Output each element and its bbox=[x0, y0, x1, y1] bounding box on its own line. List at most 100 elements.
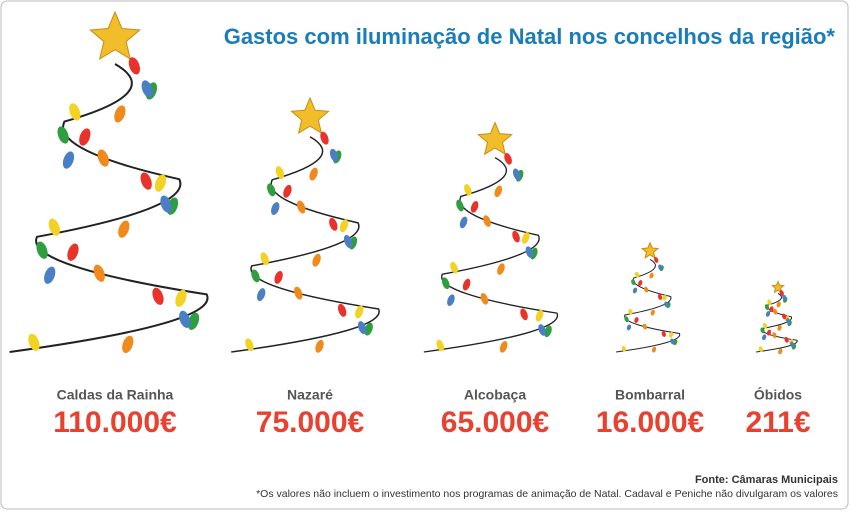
tree bbox=[616, 241, 681, 353]
bulb bbox=[48, 218, 60, 236]
bulb bbox=[251, 269, 260, 283]
bulb bbox=[650, 309, 655, 316]
bulb bbox=[79, 128, 91, 146]
tree bbox=[756, 280, 798, 355]
bulb bbox=[631, 279, 636, 286]
bulb bbox=[114, 105, 126, 123]
bulb bbox=[312, 253, 321, 267]
wire bbox=[423, 156, 559, 353]
bulb bbox=[28, 333, 40, 351]
footnote: *Os valores não incluem o investimento n… bbox=[256, 488, 838, 500]
bulb bbox=[494, 185, 503, 198]
bulb bbox=[782, 294, 787, 301]
star bbox=[771, 280, 785, 294]
bulb bbox=[512, 168, 521, 181]
bulb bbox=[776, 301, 781, 308]
star bbox=[477, 121, 513, 156]
bulb bbox=[456, 199, 464, 212]
chart-title: Gastos com iluminação de Natal nos conce… bbox=[224, 24, 836, 49]
bulb bbox=[62, 151, 75, 169]
bulb bbox=[93, 264, 105, 282]
bulb bbox=[141, 80, 153, 98]
star bbox=[640, 241, 660, 259]
bulb bbox=[765, 310, 771, 317]
bulb bbox=[657, 294, 663, 300]
value-label: 75.000€ bbox=[256, 406, 365, 439]
category-label: Bombarral bbox=[615, 387, 685, 403]
bulb bbox=[661, 331, 666, 337]
bulb bbox=[140, 172, 152, 190]
bulb bbox=[122, 335, 134, 353]
bulb bbox=[337, 303, 347, 317]
bulb bbox=[260, 252, 269, 266]
bulb bbox=[778, 348, 783, 355]
bulb bbox=[67, 243, 79, 261]
bulb bbox=[782, 313, 787, 320]
bulb bbox=[499, 341, 508, 353]
tree bbox=[231, 96, 380, 353]
bulb bbox=[634, 271, 640, 278]
bulb bbox=[275, 166, 285, 180]
bulb bbox=[357, 321, 367, 335]
bulb bbox=[160, 195, 172, 213]
bulb bbox=[626, 324, 632, 331]
bulb bbox=[766, 329, 772, 336]
bulb bbox=[649, 272, 654, 279]
category-label: Alcobaça bbox=[464, 387, 526, 403]
bulb bbox=[628, 308, 633, 315]
bulb bbox=[179, 310, 191, 328]
bulb bbox=[779, 290, 784, 296]
bulb bbox=[267, 183, 276, 197]
wire bbox=[231, 136, 380, 353]
bulb bbox=[762, 334, 767, 341]
bulb bbox=[294, 286, 303, 300]
bulb bbox=[483, 215, 491, 227]
bulb bbox=[274, 270, 283, 284]
category-label: Óbidos bbox=[754, 386, 802, 403]
bulb bbox=[470, 201, 479, 213]
bulb bbox=[257, 288, 266, 302]
bulb bbox=[654, 257, 659, 263]
source: Fonte: Câmaras Municipais bbox=[695, 474, 838, 486]
bulb bbox=[664, 301, 669, 308]
bulb bbox=[764, 304, 770, 310]
value-label: 211€ bbox=[745, 406, 810, 439]
bulb bbox=[512, 230, 520, 243]
value-label: 110.000€ bbox=[53, 406, 177, 439]
bulb bbox=[480, 292, 489, 305]
bulb bbox=[784, 336, 789, 343]
bulb bbox=[538, 324, 546, 336]
bulb bbox=[36, 241, 48, 259]
bulb bbox=[339, 219, 349, 233]
bulb bbox=[154, 174, 167, 192]
bulb bbox=[271, 202, 280, 215]
bulb bbox=[118, 220, 130, 238]
bulb bbox=[525, 246, 534, 258]
category-label: Caldas da Rainha bbox=[57, 387, 174, 403]
bulb bbox=[772, 332, 777, 339]
bulb bbox=[504, 153, 512, 165]
bulb bbox=[790, 341, 795, 348]
bulb bbox=[245, 338, 254, 352]
bulb bbox=[621, 345, 627, 352]
wire bbox=[9, 63, 209, 353]
bulb bbox=[658, 264, 663, 271]
star bbox=[290, 96, 330, 135]
bulb bbox=[760, 327, 765, 334]
bulb bbox=[632, 287, 638, 294]
bulb bbox=[283, 184, 292, 198]
bulb bbox=[97, 149, 109, 167]
bulb bbox=[497, 263, 505, 275]
bulb bbox=[309, 167, 318, 181]
bulb bbox=[364, 322, 373, 336]
bulb bbox=[544, 325, 552, 338]
bulb bbox=[638, 280, 643, 286]
bulb bbox=[297, 200, 306, 214]
value-label: 16.000€ bbox=[596, 406, 705, 439]
bulb bbox=[315, 339, 324, 353]
bulb bbox=[464, 184, 472, 196]
category-label: Nazaré bbox=[287, 387, 333, 403]
bulb bbox=[651, 346, 657, 353]
bulb bbox=[187, 312, 200, 330]
